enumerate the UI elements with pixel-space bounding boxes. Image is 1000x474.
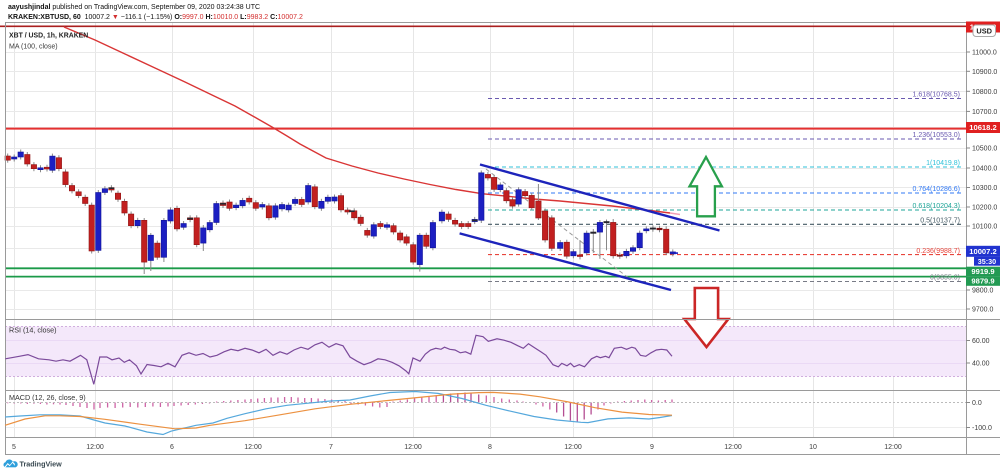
svg-text:0.236(9988.7): 0.236(9988.7)	[916, 248, 960, 255]
svg-text:12:00: 12:00	[724, 444, 742, 451]
svg-text:10007.2: 10007.2	[969, 247, 996, 256]
svg-text:10618.2: 10618.2	[969, 123, 996, 132]
svg-text:KRAKEN:XBTUSD, 60 10007.2 ▼ −: KRAKEN:XBTUSD, 60 10007.2 ▼ −116.1 (−1.1…	[8, 14, 303, 21]
svg-text:0(9855.0): 0(9855.0)	[930, 275, 960, 282]
svg-text:0.618(10204.3): 0.618(10204.3)	[913, 203, 960, 210]
svg-text:10900.0: 10900.0	[972, 69, 997, 76]
svg-text:TradingView: TradingView	[20, 460, 63, 469]
svg-text:10800.0: 10800.0	[972, 89, 997, 96]
svg-text:MACD (12, 26, close, 9): MACD (12, 26, close, 9)	[9, 393, 86, 402]
svg-text:9800.0: 9800.0	[972, 288, 994, 295]
svg-text:0.0: 0.0	[972, 400, 982, 407]
svg-text:40.00: 40.00	[972, 361, 990, 368]
svg-text:12:00: 12:00	[884, 444, 902, 451]
svg-text:10: 10	[809, 444, 817, 451]
svg-text:1(10419.8): 1(10419.8)	[926, 160, 960, 167]
svg-text:10300.0: 10300.0	[972, 185, 997, 192]
svg-text:12:00: 12:00	[404, 444, 422, 451]
svg-text:8: 8	[488, 444, 492, 451]
svg-text:5: 5	[12, 444, 16, 451]
svg-text:USD: USD	[976, 27, 992, 36]
svg-text:6: 6	[170, 444, 174, 451]
svg-text:9: 9	[650, 444, 654, 451]
svg-text:10700.0: 10700.0	[972, 109, 997, 116]
svg-text:12:00: 12:00	[244, 444, 262, 451]
svg-text:10200.0: 10200.0	[972, 205, 997, 212]
svg-text:12:00: 12:00	[86, 444, 104, 451]
svg-text:9700.0: 9700.0	[972, 307, 994, 314]
svg-text:XBT / USD, 1h, KRAKEN: XBT / USD, 1h, KRAKEN	[9, 33, 88, 40]
svg-text:12:00: 12:00	[564, 444, 582, 451]
svg-text:1.618(10768.5): 1.618(10768.5)	[913, 92, 960, 99]
svg-text:10500.0: 10500.0	[972, 146, 997, 153]
svg-text:aayushjindal published on Trad: aayushjindal published on TradingView.co…	[8, 4, 260, 11]
svg-text:10400.0: 10400.0	[972, 166, 997, 173]
svg-text:10100.0: 10100.0	[972, 224, 997, 231]
svg-text:7: 7	[329, 444, 333, 451]
svg-text:60.00: 60.00	[972, 338, 990, 345]
svg-text:0.764(10286.6): 0.764(10286.6)	[913, 186, 960, 193]
svg-text:35:30: 35:30	[978, 257, 996, 266]
svg-text:11000.0: 11000.0	[972, 50, 997, 57]
svg-text:-100.0: -100.0	[972, 425, 992, 432]
svg-text:MA (100, close): MA (100, close)	[9, 44, 58, 51]
svg-text:9919.9: 9919.9	[971, 267, 994, 276]
svg-text:0.5(10137.7): 0.5(10137.7)	[920, 218, 960, 225]
svg-text:9879.9: 9879.9	[971, 277, 994, 286]
svg-text:RSI (14, close): RSI (14, close)	[9, 326, 57, 335]
svg-text:1.236(10553.0): 1.236(10553.0)	[913, 132, 960, 139]
